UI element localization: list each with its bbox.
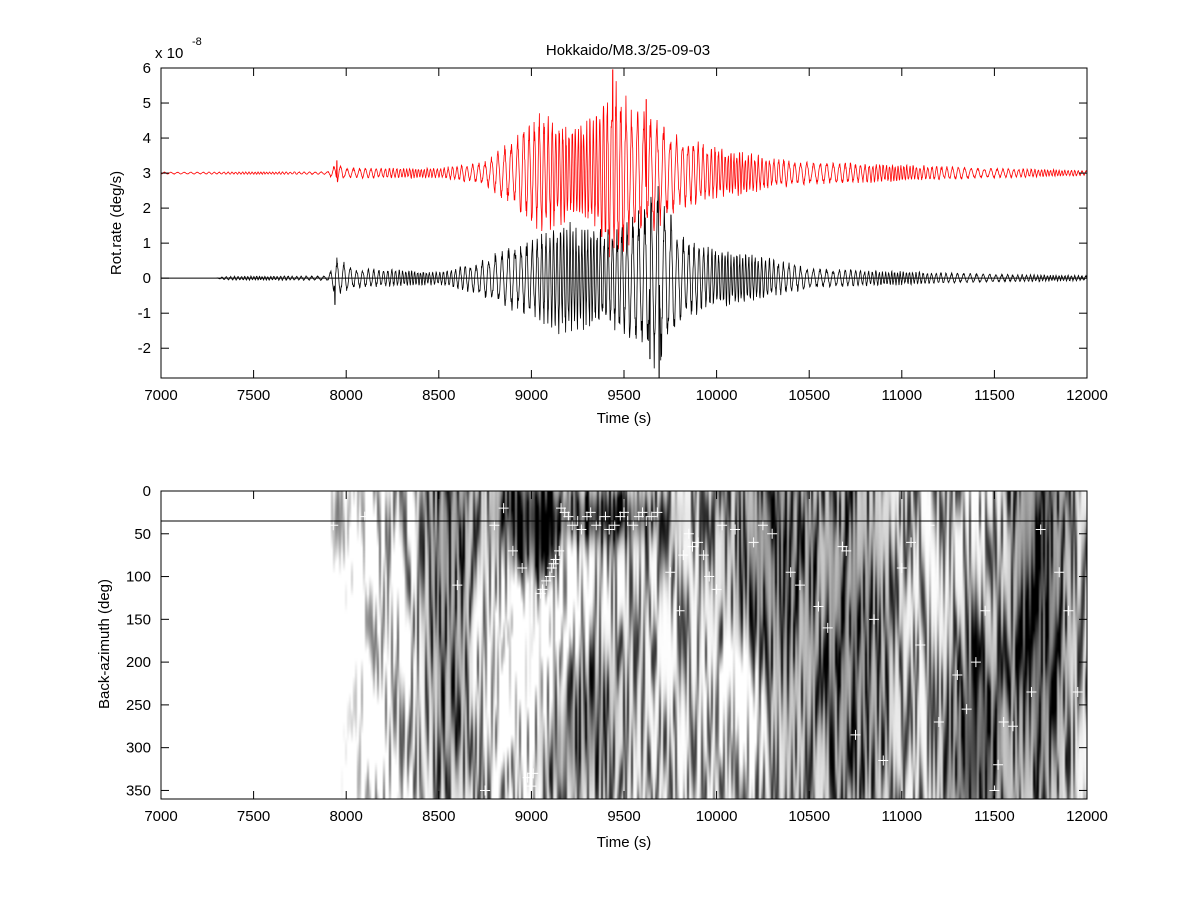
bottom-y-tick-label: 250 xyxy=(126,697,151,714)
bottom-x-tick-label: 10500 xyxy=(788,808,830,825)
top-x-tick-label: 7500 xyxy=(237,387,270,404)
top-x-tick-label: 8500 xyxy=(422,387,455,404)
y-exponent-label: x 10 xyxy=(155,45,183,62)
bottom-y-tick-label: 200 xyxy=(126,654,151,671)
top-y-tick-label: -2 xyxy=(138,340,151,357)
bottom-y-tick-label: 0 xyxy=(143,483,151,500)
back-azimuth-heatmap xyxy=(161,491,1087,799)
top-y-tick-label: 2 xyxy=(143,200,151,217)
bottom-y-tick-label: 50 xyxy=(134,526,151,543)
top-x-tick-label: 8000 xyxy=(330,387,363,404)
top-y-tick-label: 4 xyxy=(143,130,151,147)
y-exponent-power: -8 xyxy=(192,36,202,48)
bottom-x-tick-label: 12000 xyxy=(1066,808,1108,825)
top-y-tick-label: -1 xyxy=(138,305,151,322)
top-y-tick-label: 6 xyxy=(143,60,151,77)
plot-title: Hokkaido/M8.3/25-09-03 xyxy=(546,42,710,59)
bottom-x-tick-label: 10000 xyxy=(696,808,738,825)
bottom-x-tick-label: 8000 xyxy=(330,808,363,825)
top-x-tick-label: 12000 xyxy=(1066,387,1108,404)
bottom-y-axis-title: Back-azimuth (deg) xyxy=(96,579,113,709)
top-x-tick-label: 11000 xyxy=(881,387,922,404)
top-y-tick-label: 1 xyxy=(143,235,151,252)
bottom-x-axis-title: Time (s) xyxy=(597,834,651,851)
bottom-y-tick-label: 300 xyxy=(126,740,151,757)
top-x-tick-label: 10000 xyxy=(696,387,738,404)
top-y-tick-label: 3 xyxy=(143,165,151,182)
top-y-tick-label: 0 xyxy=(143,270,151,287)
bottom-x-tick-label: 7000 xyxy=(144,808,177,825)
bottom-x-tick-label: 11000 xyxy=(881,808,922,825)
bottom-x-tick-label: 7500 xyxy=(237,808,270,825)
bottom-y-tick-label: 150 xyxy=(126,611,151,628)
top-x-tick-label: 7000 xyxy=(144,387,177,404)
top-x-tick-label: 9500 xyxy=(607,387,640,404)
top-x-tick-label: 11500 xyxy=(974,387,1015,404)
top-y-axis-title: Rot.rate (deg/s) xyxy=(108,171,125,275)
bottom-x-tick-label: 8500 xyxy=(422,808,455,825)
bottom-y-tick-label: 100 xyxy=(126,569,151,586)
top-x-tick-label: 9000 xyxy=(515,387,548,404)
bottom-x-tick-label: 9000 xyxy=(515,808,548,825)
back-azimuth-panel: 7000 7500 8000 8500 9000 9500 10000 10500 11000 1… xyxy=(96,483,1108,851)
bottom-x-tick-label: 9500 xyxy=(607,808,640,825)
top-x-axis-title: Time (s) xyxy=(597,410,651,427)
bottom-y-tick-label: 350 xyxy=(126,782,151,799)
top-x-tick-label: 10500 xyxy=(788,387,830,404)
bottom-x-tick-label: 11500 xyxy=(974,808,1015,825)
top-y-tick-label: 5 xyxy=(143,95,151,112)
